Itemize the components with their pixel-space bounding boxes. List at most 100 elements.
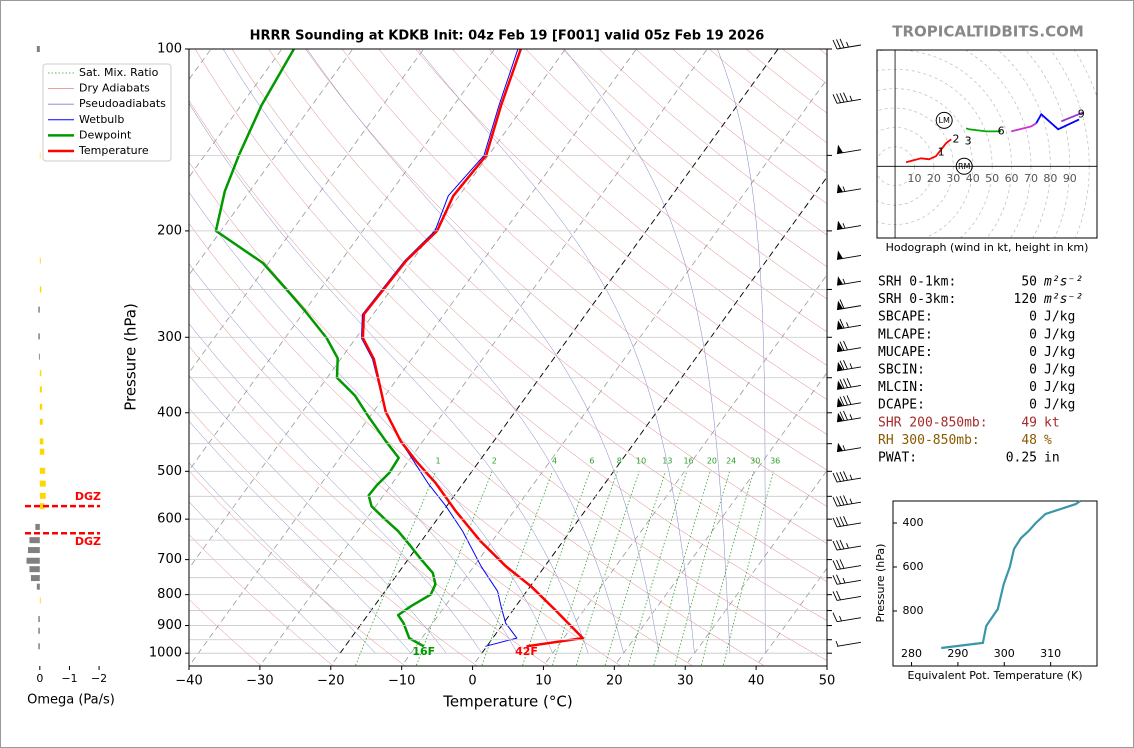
isotherm — [826, 665, 827, 666]
legend-box — [42, 63, 172, 162]
stat-label: SBCIN: — [878, 363, 925, 378]
profile-line — [361, 49, 585, 648]
x-tick-label: 40 — [748, 674, 765, 689]
barb-flag — [837, 144, 843, 154]
barb-flag — [837, 250, 843, 260]
mixing-ratio-label: 13 — [662, 457, 672, 466]
barb-line — [843, 395, 848, 406]
stat-value: 0 — [1029, 398, 1037, 413]
wind-barb — [832, 471, 862, 483]
isotherm — [189, 49, 425, 374]
stat-unit: m²s⁻² — [1043, 275, 1083, 290]
x-tick-label: −10 — [388, 674, 415, 689]
thetae-y-tick-label: 800 — [903, 604, 924, 617]
thetae-x-tick-label: 280 — [901, 647, 922, 660]
omega-bar — [36, 46, 40, 52]
barb-half — [842, 223, 846, 229]
barb-flag — [837, 397, 843, 407]
legend-label: Wetbulb — [79, 113, 124, 126]
surface-label: 16F — [412, 645, 435, 658]
dry-adiabat — [189, 100, 827, 661]
stat-unit: J/kg — [1044, 398, 1075, 413]
barb-line — [836, 39, 841, 49]
mixing-ratio-line — [575, 471, 640, 666]
omega-bar — [39, 418, 43, 425]
pseudoadiabat — [417, 49, 695, 654]
barb-line — [836, 559, 841, 570]
dry-adiabat — [231, 49, 827, 582]
dry-adiabat — [305, 49, 827, 507]
barb-line — [832, 496, 838, 507]
hodograph-caption: Hodograph (wind in kt, height in km) — [886, 241, 1089, 254]
dry-adiabat — [194, 49, 827, 621]
barb-line — [843, 471, 848, 481]
wind-barb — [836, 183, 862, 194]
omega-bar — [39, 492, 46, 499]
barb-line — [832, 517, 838, 528]
stat-unit: % — [1044, 433, 1052, 448]
wind-barb — [836, 220, 862, 231]
omega-bar — [29, 566, 40, 573]
omega-bar — [38, 306, 40, 313]
barb-staff — [836, 417, 862, 423]
x-tick-label: 10 — [535, 674, 552, 689]
barb-line — [832, 560, 838, 570]
mixing-ratio-line — [653, 471, 711, 666]
omega-bar — [38, 643, 40, 650]
wind-barb — [832, 515, 862, 528]
omega-bar — [39, 448, 45, 455]
mixing-ratio-label: 10 — [636, 457, 646, 466]
barb-half — [842, 445, 846, 451]
hodo-line — [965, 127, 1002, 133]
barb-line — [832, 612, 838, 622]
stat-label: DCAPE: — [878, 398, 925, 413]
barb-half — [846, 542, 849, 549]
thetae-x-label: Equivalent Pot. Temperature (K) — [907, 669, 1082, 682]
mixing-ratio-label: 36 — [770, 457, 780, 466]
mixing-ratio-line — [627, 471, 688, 666]
dgz-label: DGZ — [75, 490, 101, 503]
y-tick-label: 800 — [157, 587, 182, 602]
y-tick-label: 1000 — [149, 646, 182, 661]
hodo-tick-label: 20 — [927, 172, 941, 185]
x-tick-label: −40 — [175, 674, 202, 689]
barb-staff — [836, 501, 862, 507]
y-tick-label: 500 — [157, 464, 182, 479]
wind-barb — [836, 410, 862, 423]
stat-label: MLCAPE: — [878, 327, 933, 342]
barb-line — [843, 359, 848, 370]
isotherm — [189, 49, 637, 666]
thetae-x-tick-label: 300 — [994, 647, 1015, 660]
height-label: 3 — [965, 134, 972, 147]
stat-label: SBCAPE: — [878, 310, 933, 325]
barb-half — [849, 414, 853, 420]
x-tick-label: −20 — [317, 674, 344, 689]
height-label: 9 — [1078, 107, 1085, 120]
stat-unit: J/kg — [1044, 363, 1075, 378]
stat-unit: J/kg — [1044, 310, 1075, 325]
barb-line — [839, 495, 845, 506]
mixing-ratio-line — [722, 471, 775, 666]
wind-barb — [832, 590, 862, 601]
omega-bar — [38, 353, 40, 360]
mixing-ratio-line — [521, 471, 591, 666]
stat-unit: J/kg — [1044, 345, 1075, 360]
stat-label: SHR 200-850mb: — [878, 415, 988, 430]
mixing-ratio-line — [481, 471, 553, 666]
barb-staff — [836, 641, 862, 647]
plot-frame — [188, 48, 828, 667]
y-tick-label: 900 — [157, 618, 182, 633]
stat-label: PWAT: — [878, 451, 917, 466]
mixing-ratio-label: 8 — [617, 457, 622, 466]
hodo-tick-label: 90 — [1063, 172, 1077, 185]
barb-staff — [836, 579, 862, 585]
isotherm — [259, 49, 708, 666]
stat-value: 0 — [1029, 380, 1037, 395]
barb-flag — [837, 380, 843, 390]
legend-label: Dewpoint — [79, 128, 132, 141]
legend-label: Sat. Mix. Ratio — [79, 66, 159, 79]
dry-adiabat — [818, 49, 827, 56]
mixing-ratio-label: 2 — [492, 457, 497, 466]
y-tick-label: 400 — [157, 405, 182, 420]
